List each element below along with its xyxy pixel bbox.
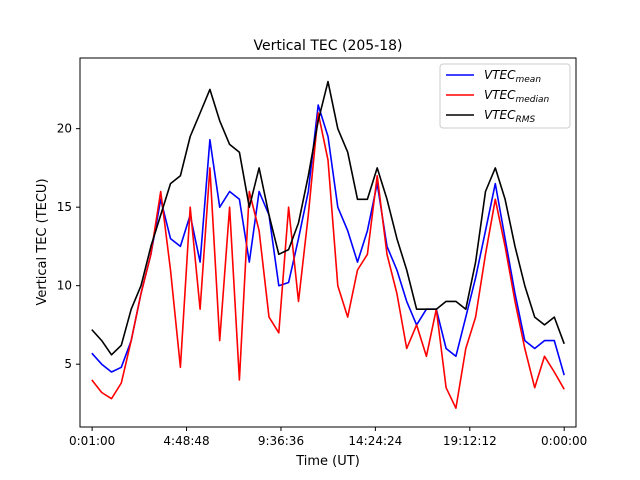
legend-items: VTECmean VTECmedian VTECRMS <box>446 68 550 125</box>
series-line-vtec-mean <box>91 104 565 376</box>
legend-label-vtec-median: VTECmedian <box>484 88 550 105</box>
y-axis-ticks: 5 10 15 20 <box>57 122 80 371</box>
x-tick-label: 9:36:36 <box>258 434 304 448</box>
plot-area: 0:01:00 4:48:48 9:36:36 14:24:24 19:12:12 0:0… <box>57 57 587 448</box>
x-axis-label: Time (UT) <box>295 454 360 469</box>
y-tick-label: 15 <box>57 200 72 214</box>
y-tick-label: 20 <box>57 122 72 136</box>
axes-frame <box>79 57 577 428</box>
legend: VTECmean VTECmedian VTECRMS <box>439 63 571 129</box>
y-tick-label: 10 <box>57 279 72 293</box>
legend-label-vtec-rms: VTECRMS <box>484 108 536 125</box>
series-line-vtec-rms <box>91 80 565 356</box>
series-layer <box>91 80 565 410</box>
x-tick-label: 14:24:24 <box>348 434 402 448</box>
x-tick-label: 4:48:48 <box>163 434 209 448</box>
y-tick-label: 5 <box>64 357 72 371</box>
x-tick-label: 19:12:12 <box>443 434 497 448</box>
x-tick-label: 0:01:00 <box>69 434 115 448</box>
chart-title: Vertical TEC (205-18) <box>254 38 403 54</box>
x-tick-label: 0:00:00 <box>541 434 587 448</box>
legend-label-vtec-mean: VTECmean <box>484 68 541 85</box>
y-axis-label: Vertical TEC (TECU) <box>35 178 50 305</box>
x-axis-ticks: 0:01:00 4:48:48 9:36:36 14:24:24 19:12:12 0:0… <box>69 427 587 448</box>
legend-box <box>439 63 571 129</box>
series-line-vtec-median <box>91 112 565 410</box>
